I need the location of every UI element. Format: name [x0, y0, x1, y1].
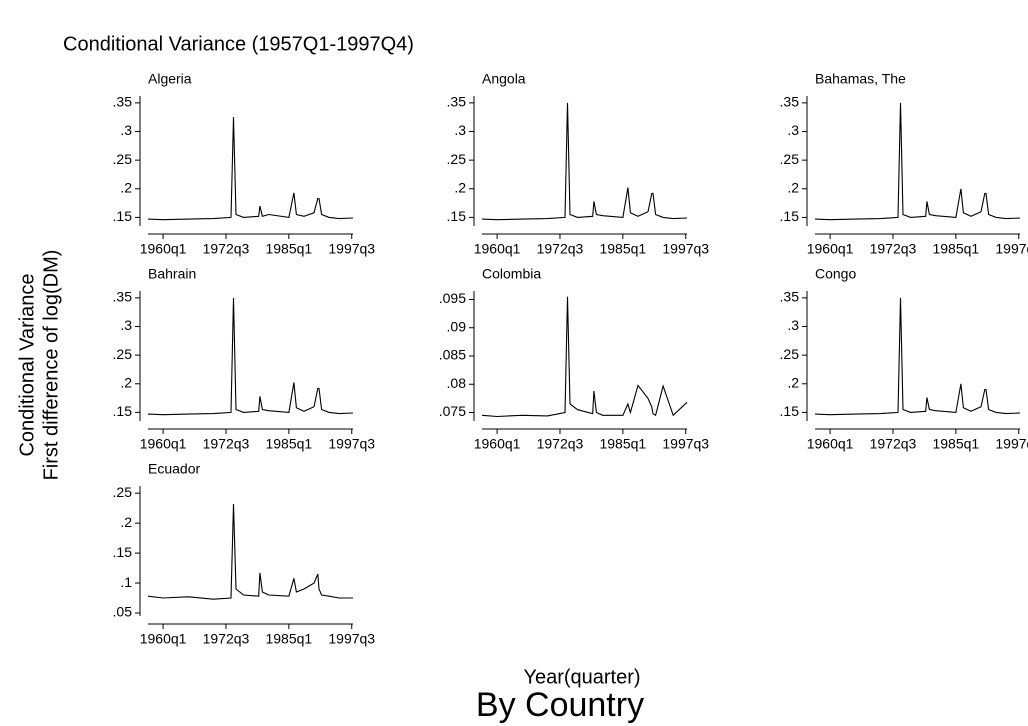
x-tick-label: 1960q1 — [140, 241, 187, 257]
y-tick-label: .15 — [113, 208, 133, 224]
x-tick-label: 1985q1 — [265, 241, 312, 257]
y-tick-label: .25 — [780, 151, 800, 167]
x-tick-label: 1985q1 — [265, 631, 312, 647]
y-tick-label: .2 — [120, 514, 132, 530]
series — [814, 102, 1021, 221]
x-tick-label: 1972q3 — [537, 241, 584, 257]
x-tick-label: 1972q3 — [870, 436, 917, 452]
x-title: Year(quarter) — [523, 666, 640, 688]
x-tick-label: 1997q3 — [995, 241, 1028, 257]
y-tick-label: .2 — [454, 179, 466, 195]
x-tick-label: 1997q3 — [328, 631, 375, 647]
x-tick-label: 1997q3 — [328, 436, 375, 452]
y-title: First difference of log(DM) — [40, 250, 62, 481]
y-tick-label: .15 — [780, 403, 800, 419]
y-tick-label: .35 — [113, 289, 133, 305]
y-tick-label: .35 — [447, 94, 467, 110]
y-tick-label: .05 — [113, 604, 133, 620]
x-tick-label: 1972q3 — [203, 436, 250, 452]
panel-title: Bahrain — [148, 266, 196, 282]
y-tick-label: .15 — [780, 208, 800, 224]
y-tick-label: .08 — [447, 375, 467, 391]
panel-title: Algeria — [148, 71, 192, 87]
x-tick-label: 1972q3 — [537, 436, 584, 452]
x-tick-label: 1960q1 — [140, 436, 187, 452]
x-tick-label: 1960q1 — [474, 241, 521, 257]
x-tick-label: 1960q1 — [140, 631, 187, 647]
series — [147, 117, 354, 221]
y-tick-label: .25 — [113, 484, 133, 500]
x-tick-label: 1972q3 — [870, 241, 917, 257]
y-tick-label: .35 — [780, 94, 800, 110]
y-tick-label: .35 — [780, 289, 800, 305]
panel-title: Colombia — [482, 266, 541, 282]
y-tick-label: .25 — [447, 151, 467, 167]
panel-title: Ecuador — [148, 461, 200, 477]
y-tick-label: .095 — [439, 290, 466, 306]
y-tick-label: .3 — [787, 122, 799, 138]
y-title: Conditional Variance — [16, 273, 38, 456]
panel-title: Congo — [815, 266, 856, 282]
x-tick-label: 1985q1 — [932, 436, 979, 452]
series — [147, 297, 354, 416]
y-tick-label: .2 — [787, 179, 799, 195]
y-tick-label: .3 — [120, 317, 132, 333]
series — [814, 297, 1021, 416]
y-tick-label: .25 — [113, 346, 133, 362]
y-tick-label: .075 — [439, 403, 466, 419]
series — [147, 503, 353, 600]
panel-title: Angola — [482, 71, 526, 87]
series — [481, 296, 688, 418]
y-tick-label: .1 — [120, 574, 132, 590]
y-tick-label: .2 — [120, 374, 132, 390]
y-tick-label: .25 — [780, 346, 800, 362]
x-tick-label: 1997q3 — [662, 241, 709, 257]
series — [481, 102, 688, 221]
y-tick-label: .3 — [454, 122, 466, 138]
y-tick-label: .15 — [447, 208, 467, 224]
y-tick-label: .085 — [439, 347, 466, 363]
x-tick-label: 1960q1 — [807, 436, 854, 452]
y-tick-label: .3 — [787, 317, 799, 333]
caption: By Country — [476, 686, 644, 724]
y-tick-label: .2 — [120, 179, 132, 195]
chart-title: Conditional Variance (1957Q1-1997Q4) — [63, 33, 414, 55]
y-tick-label: .15 — [113, 544, 133, 560]
x-tick-label: 1985q1 — [599, 436, 646, 452]
x-tick-label: 1985q1 — [265, 436, 312, 452]
y-tick-label: .15 — [113, 403, 133, 419]
x-tick-label: 1985q1 — [599, 241, 646, 257]
x-tick-label: 1997q3 — [328, 241, 375, 257]
y-tick-label: .3 — [120, 122, 132, 138]
y-tick-label: .2 — [787, 374, 799, 390]
x-tick-label: 1972q3 — [203, 631, 250, 647]
x-tick-label: 1972q3 — [203, 241, 250, 257]
x-tick-label: 1997q3 — [995, 436, 1028, 452]
y-tick-label: .25 — [113, 151, 133, 167]
x-tick-label: 1960q1 — [474, 436, 521, 452]
x-tick-label: 1960q1 — [807, 241, 854, 257]
x-tick-label: 1985q1 — [932, 241, 979, 257]
panel-title: Bahamas, The — [815, 71, 906, 87]
y-tick-label: .09 — [447, 318, 467, 334]
x-tick-label: 1997q3 — [662, 436, 709, 452]
y-tick-label: .35 — [113, 94, 133, 110]
